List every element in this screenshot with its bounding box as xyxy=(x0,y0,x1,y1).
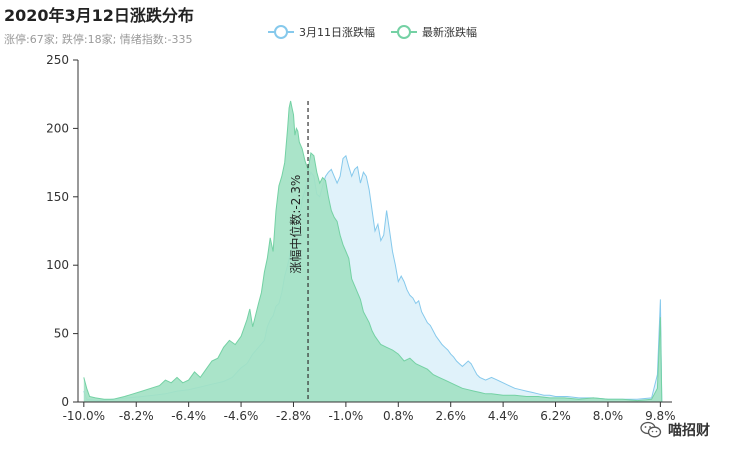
x-tick-label: 6.2% xyxy=(540,409,571,423)
watermark: 喵招财 xyxy=(640,420,710,440)
series-line-1 xyxy=(83,100,663,403)
x-tick-label: -2.8% xyxy=(276,409,311,423)
y-tick-label: 100 xyxy=(46,258,69,272)
x-tick-label: 9.8% xyxy=(645,409,676,423)
series-area-0 xyxy=(83,155,662,402)
chart-series xyxy=(83,100,663,403)
x-tick-label: -10.0% xyxy=(63,409,105,423)
median-label: 涨幅中位数:-2.3% xyxy=(288,175,303,274)
x-tick-label: 0.8% xyxy=(383,409,414,423)
chart-axes: 0 50 100 150 200 250 -10.0% -8.2% -6.4% -4.6% -2.8… xyxy=(46,53,676,423)
legend-label-latest: 最新涨跌幅 xyxy=(422,26,477,39)
wechat-icon xyxy=(640,421,662,438)
legend-swatch-prev xyxy=(268,25,294,39)
x-tick-label: -4.6% xyxy=(224,409,259,423)
page-title: 2020年3月12日涨跌分布 xyxy=(4,6,194,25)
x-tick-label: -1.0% xyxy=(328,409,363,423)
y-tick-label: 0 xyxy=(61,395,69,409)
series-area-1 xyxy=(83,101,662,402)
y-tick-label: 50 xyxy=(54,327,69,341)
x-tick-label: 4.4% xyxy=(488,409,519,423)
x-tick-label: 8.0% xyxy=(593,409,624,423)
x-tick-label: -8.2% xyxy=(119,409,154,423)
legend-item-prev[interactable]: 3月11日涨跌幅 xyxy=(268,24,375,40)
watermark-text: 喵招财 xyxy=(668,423,710,439)
page-subtitle: 涨停:67家; 跌停:18家; 情绪指数:-335 xyxy=(4,33,193,46)
x-tick-label: -6.4% xyxy=(171,409,206,423)
x-tick-label: 2.6% xyxy=(435,409,466,423)
legend-swatch-latest xyxy=(391,25,417,39)
chart-annotation: 涨幅中位数:-2.3% xyxy=(288,101,309,402)
legend-item-latest[interactable]: 最新涨跌幅 xyxy=(391,24,477,40)
chart-legend: 3月11日涨跌幅 最新涨跌幅 xyxy=(268,24,477,40)
legend-label-prev: 3月11日涨跌幅 xyxy=(299,26,375,39)
y-tick-label: 150 xyxy=(46,190,69,204)
y-tick-label: 250 xyxy=(46,53,69,67)
y-tick-label: 200 xyxy=(46,121,69,135)
